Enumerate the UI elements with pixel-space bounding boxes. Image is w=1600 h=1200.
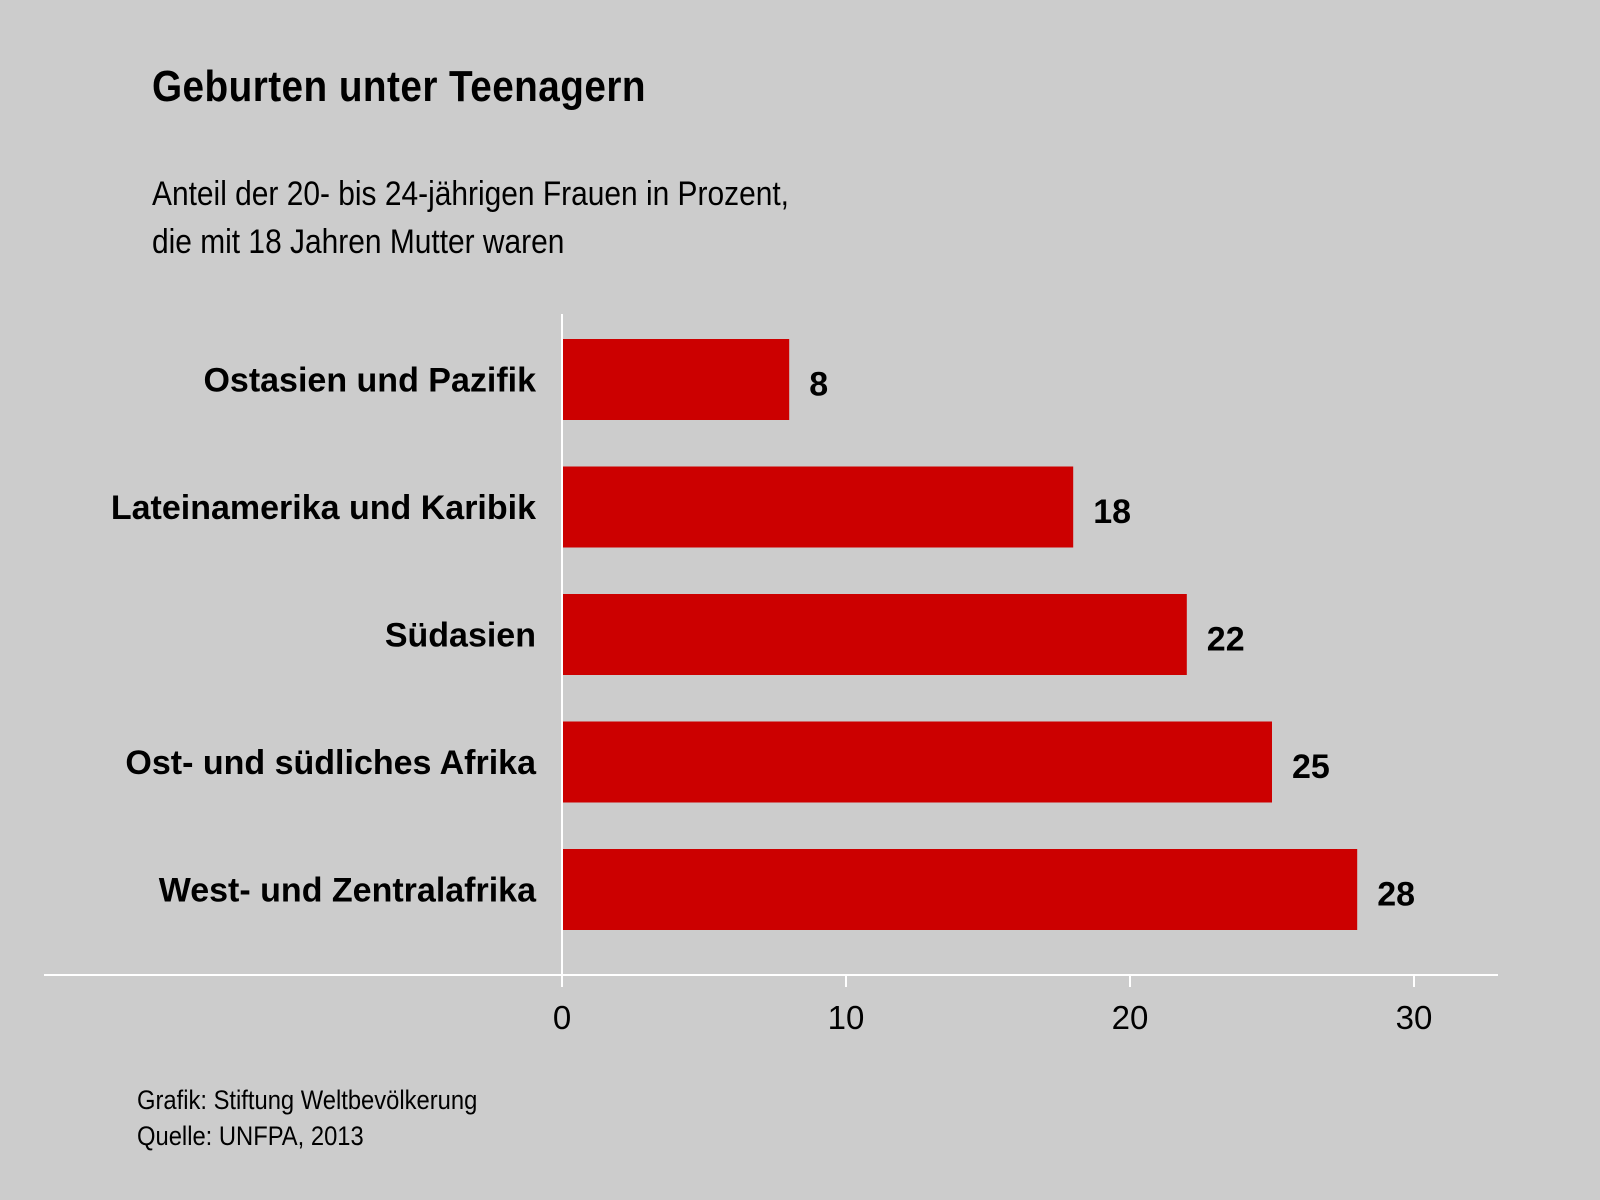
- category-label: West- und Zentralafrika: [159, 872, 537, 910]
- credits: Grafik: Stiftung Weltbevölkerung Quelle:…: [137, 1082, 477, 1154]
- chart-subtitle: Anteil der 20- bis 24-jährigen Frauen in…: [152, 170, 789, 266]
- value-label: 22: [1207, 621, 1245, 659]
- bar: [562, 849, 1358, 930]
- category-label: Südasien: [385, 617, 536, 655]
- value-label: 28: [1377, 876, 1415, 914]
- category-label: Ostasien und Pazifik: [203, 362, 536, 400]
- credit-grafik: Grafik: Stiftung Weltbevölkerung: [137, 1085, 478, 1115]
- x-tick-label: 0: [553, 999, 571, 1036]
- x-tick-label: 20: [1112, 999, 1149, 1036]
- category-label: Ost- und südliches Afrika: [125, 744, 537, 782]
- x-tick-label: 10: [828, 999, 865, 1036]
- subtitle-line-1: Anteil der 20- bis 24-jährigen Frauen in…: [152, 175, 789, 213]
- value-label: 25: [1292, 748, 1330, 786]
- value-label: 18: [1093, 493, 1131, 531]
- subtitle-line-2: die mit 18 Jahren Mutter waren: [152, 223, 565, 261]
- chart-title: Geburten unter Teenagern: [152, 62, 646, 111]
- bar: [562, 339, 790, 420]
- bar: [562, 594, 1187, 675]
- bar: [562, 466, 1074, 548]
- category-label: Lateinamerika und Karibik: [111, 489, 536, 527]
- bar: [562, 721, 1272, 803]
- value-label: 8: [809, 366, 828, 404]
- credit-source: Quelle: UNFPA, 2013: [137, 1121, 364, 1151]
- x-tick-label: 30: [1396, 999, 1433, 1036]
